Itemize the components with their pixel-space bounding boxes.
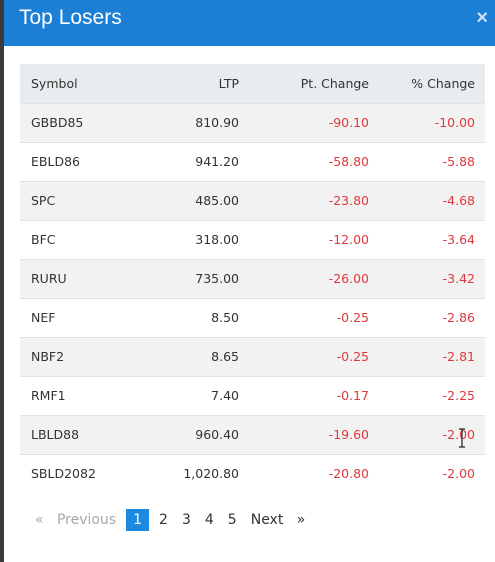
symbol-cell[interactable]: BFC (31, 232, 56, 247)
ltp-cell: 485.00 (195, 193, 239, 208)
pt-change-cell: -12.00 (328, 232, 369, 247)
symbol-cell[interactable]: RMF1 (31, 388, 66, 403)
column-header-pt-change[interactable]: Pt. Change (300, 75, 369, 91)
ltp-cell: 318.00 (195, 232, 239, 247)
pct-change-cell: -2.00 (442, 427, 475, 442)
close-icon[interactable]: × (476, 7, 488, 29)
page-2-button[interactable]: 2 (159, 512, 168, 528)
pt-change-cell: -19.60 (328, 427, 369, 442)
prev-arrow-icon: « (35, 512, 44, 528)
table-row[interactable]: RURU 735.00 -26.00 -3.42 (20, 259, 485, 298)
pct-change-cell: -2.81 (442, 349, 475, 364)
ltp-cell: 1,020.80 (183, 466, 239, 482)
pct-change-cell: -2.25 (442, 388, 475, 403)
symbol-cell[interactable]: LBLD88 (31, 427, 80, 442)
symbol-cell[interactable]: RURU (31, 271, 67, 286)
next-label: Next (250, 512, 284, 528)
pct-change-cell: -2.00 (442, 466, 475, 482)
ltp-cell: 941.20 (195, 154, 239, 169)
pct-change-cell: -4.68 (442, 193, 475, 208)
table-row[interactable]: LBLD88 960.40 -19.60 -2.00 (20, 415, 485, 454)
pct-change-cell: -2.86 (442, 310, 475, 325)
pct-change-cell: -10.00 (434, 115, 475, 130)
ltp-cell: 735.00 (195, 271, 239, 286)
column-header-ltp[interactable]: LTP (218, 75, 239, 91)
ltp-cell: 810.90 (195, 115, 239, 130)
symbol-cell[interactable]: SPC (31, 193, 56, 208)
top-losers-modal: Top Losers × Symbol LTP Pt. Change % Cha… (4, 0, 495, 562)
column-header-pct-change[interactable]: % Change (411, 75, 475, 91)
page-3-button[interactable]: 3 (181, 512, 191, 528)
page-5-button[interactable]: 5 (227, 512, 237, 528)
pt-change-cell: -0.25 (336, 310, 369, 325)
table-row[interactable]: GBBD85 810.90 -90.10 -10.00 (20, 103, 485, 142)
pt-change-cell: -0.25 (336, 349, 369, 364)
pct-change-cell: -3.64 (442, 232, 475, 247)
ltp-cell: 8.50 (211, 310, 239, 325)
next-button[interactable]: Next » (244, 509, 313, 531)
pt-change-cell: -58.80 (328, 154, 369, 169)
symbol-cell[interactable]: EBLD86 (31, 154, 80, 169)
ltp-cell: 7.40 (211, 388, 239, 403)
symbol-cell[interactable]: SBLD2082 (31, 466, 96, 482)
table-row[interactable]: SBLD2082 1,020.80 -20.80 -2.00 (20, 454, 485, 493)
pt-change-cell: -90.10 (328, 115, 369, 130)
modal-header: Top Losers × (4, 0, 495, 46)
pct-change-cell: -3.42 (442, 271, 475, 286)
table-row[interactable]: NBF2 8.65 -0.25 -2.81 (20, 337, 485, 376)
table-row[interactable]: BFC 318.00 -12.00 -3.64 (20, 220, 485, 259)
pagination: « Previous 1 2 3 4 5 Next » (28, 509, 312, 531)
table-row[interactable]: NEF 8.50 -0.25 -2.86 (20, 298, 485, 337)
modal-title: Top Losers (19, 6, 122, 29)
table-row[interactable]: RMF1 7.40 -0.17 -2.25 (20, 376, 485, 415)
text-cursor-icon (459, 428, 465, 448)
symbol-cell[interactable]: NBF2 (31, 349, 65, 364)
pt-change-cell: -26.00 (328, 271, 369, 286)
table-header-row: Symbol LTP Pt. Change % Change (20, 64, 485, 103)
symbol-cell[interactable]: NEF (31, 310, 56, 325)
page-4-button[interactable]: 4 (204, 512, 214, 528)
symbol-cell[interactable]: GBBD85 (31, 115, 84, 130)
ltp-cell: 8.65 (211, 349, 239, 364)
page-1-button[interactable]: 1 (126, 509, 150, 531)
pct-change-cell: -5.88 (442, 154, 475, 169)
pt-change-cell: -23.80 (328, 193, 369, 208)
losers-table: Symbol LTP Pt. Change % Change GBBD85 810… (20, 64, 485, 493)
previous-button[interactable]: « Previous (28, 509, 123, 531)
ltp-cell: 960.40 (195, 427, 239, 442)
pt-change-cell: -20.80 (328, 466, 369, 482)
next-arrow-icon: » (296, 512, 306, 528)
table-row[interactable]: EBLD86 941.20 -58.80 -5.88 (20, 142, 485, 181)
previous-label: Previous (56, 512, 117, 528)
column-header-symbol[interactable]: Symbol (31, 75, 78, 91)
table-row[interactable]: SPC 485.00 -23.80 -4.68 (20, 181, 485, 220)
pt-change-cell: -0.17 (336, 388, 369, 403)
